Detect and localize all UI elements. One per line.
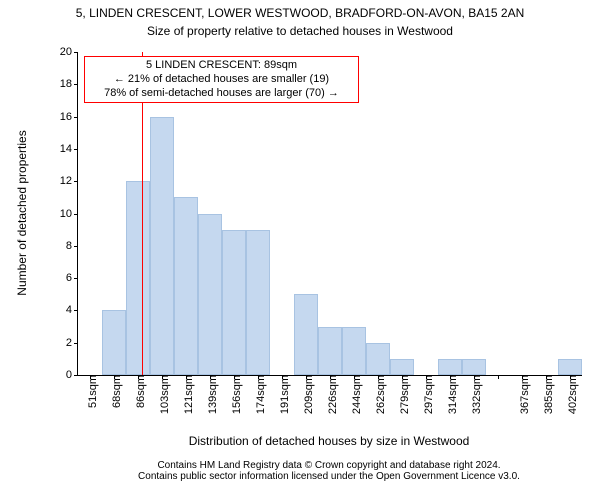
chart-title-address: 5, LINDEN CRESCENT, LOWER WESTWOOD, BRAD… [0,6,600,20]
callout-box: 5 LINDEN CRESCENT: 89sqm← 21% of detache… [84,56,359,103]
y-tick-mark [74,214,78,215]
histogram-bar [438,359,462,375]
y-tick-mark [74,181,78,182]
x-tick-label: 385sqm [537,375,555,425]
attribution-line-1: Contains HM Land Registry data © Crown c… [77,460,581,471]
x-tick-label: 209sqm [297,375,315,425]
y-tick-mark [74,52,78,53]
y-tick-mark [74,375,78,376]
y-tick-mark [74,117,78,118]
y-axis-label: Number of detached properties [15,113,29,313]
x-tick-label: 86sqm [129,375,147,425]
histogram-bar [246,230,270,375]
x-tick-label: 279sqm [393,375,411,425]
chart-container: { "layout": { "width": 600, "height": 50… [0,0,600,500]
x-tick-label: 297sqm [417,375,435,425]
histogram-bar [174,197,198,375]
x-tick-label: 174sqm [249,375,267,425]
chart-title-subtitle: Size of property relative to detached ho… [0,24,600,38]
callout-line: 78% of semi-detached houses are larger (… [89,87,354,101]
x-tick-label: 402sqm [561,375,579,425]
callout-line: 5 LINDEN CRESCENT: 89sqm [89,59,354,73]
x-tick-label: 103sqm [153,375,171,425]
histogram-bar [102,310,126,375]
x-tick-label: 139sqm [201,375,219,425]
histogram-bar [126,181,150,375]
x-tick-label: 332sqm [465,375,483,425]
histogram-bar [366,343,390,375]
histogram-bar [150,117,174,375]
y-tick-mark [74,310,78,311]
x-tick-label: 244sqm [345,375,363,425]
histogram-bar [342,327,366,375]
histogram-bar [294,294,318,375]
histogram-bar [462,359,486,375]
x-tick-label: 121sqm [177,375,195,425]
plot-area: 0246810121416182051sqm68sqm86sqm103sqm12… [77,52,582,376]
x-tick-label: 51sqm [81,375,99,425]
x-tick-label: 226sqm [321,375,339,425]
x-axis-label: Distribution of detached houses by size … [77,434,581,448]
x-tick-label: 68sqm [105,375,123,425]
x-tick-label: 367sqm [513,375,531,425]
y-tick-mark [74,278,78,279]
histogram-bar [222,230,246,375]
attribution-text: Contains HM Land Registry data © Crown c… [77,460,581,482]
x-tick-mark [498,375,499,379]
y-tick-mark [74,343,78,344]
histogram-bar [558,359,582,375]
x-tick-label: 262sqm [369,375,387,425]
x-tick-label: 314sqm [441,375,459,425]
histogram-bar [390,359,414,375]
x-tick-label: 156sqm [225,375,243,425]
y-tick-mark [74,246,78,247]
x-tick-label: 191sqm [273,375,291,425]
y-tick-mark [74,84,78,85]
callout-line: ← 21% of detached houses are smaller (19… [89,73,354,87]
histogram-bar [318,327,342,375]
attribution-line-2: Contains public sector information licen… [77,471,581,482]
y-tick-mark [74,149,78,150]
histogram-bar [198,214,222,376]
